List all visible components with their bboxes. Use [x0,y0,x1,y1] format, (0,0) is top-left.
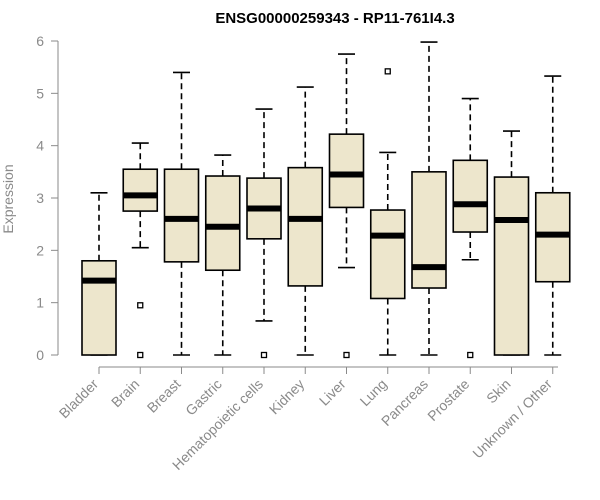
x-tick-label: Kidney [266,376,308,418]
y-tick-label: 5 [36,85,44,101]
plot-area [81,41,571,359]
box-group-kidney [287,86,324,356]
box-group-lung [369,68,406,356]
x-tick-label: Lung [357,376,390,409]
x-tick-label: Skin [483,376,514,407]
box-group-hematopoietic-cells [246,108,282,359]
outlier-point [384,68,391,75]
y-tick-label: 6 [36,33,44,49]
box-group-brain [122,142,159,359]
box-group-skin [493,130,530,356]
x-tick-label: Bladder [56,376,102,422]
iqr-box [81,259,117,356]
y-axis: 0 1 2 3 4 5 6 [36,33,59,363]
box-group-unknown-other [534,75,571,356]
iqr-box [411,171,447,289]
y-tick-label: 1 [36,295,44,311]
box-group-prostate [452,97,489,359]
y-tick-label: 3 [36,190,44,206]
iqr-box [204,175,241,272]
iqr-box [493,176,530,356]
x-tick-label: Breast [144,376,184,416]
iqr-box [452,159,489,233]
iqr-box [328,133,365,209]
box-group-breast [163,71,200,356]
box-group-pancreas [411,41,447,356]
outlier-point [137,302,144,309]
box-group-liver [328,53,365,359]
iqr-box [287,166,324,287]
y-tick-label: 0 [36,347,44,363]
box-group-bladder [81,191,117,356]
iqr-box [163,168,200,263]
chart-title: ENSG00000259343 - RP11-761I4.3 [215,10,454,27]
iqr-box [122,168,159,212]
x-tick-label: Prostate [424,376,472,424]
outlier-point [137,351,144,359]
x-tick-label: Liver [316,376,349,409]
outlier-point [260,351,268,359]
box-group-gastric [204,154,241,356]
x-tick-label: Brain [108,376,142,410]
y-tick-label: 2 [36,242,44,258]
iqr-box [369,209,406,300]
outlier-point [467,351,474,359]
outlier-point [343,351,350,359]
y-axis-label: Expression [0,164,16,233]
y-tick-label: 4 [36,138,44,154]
